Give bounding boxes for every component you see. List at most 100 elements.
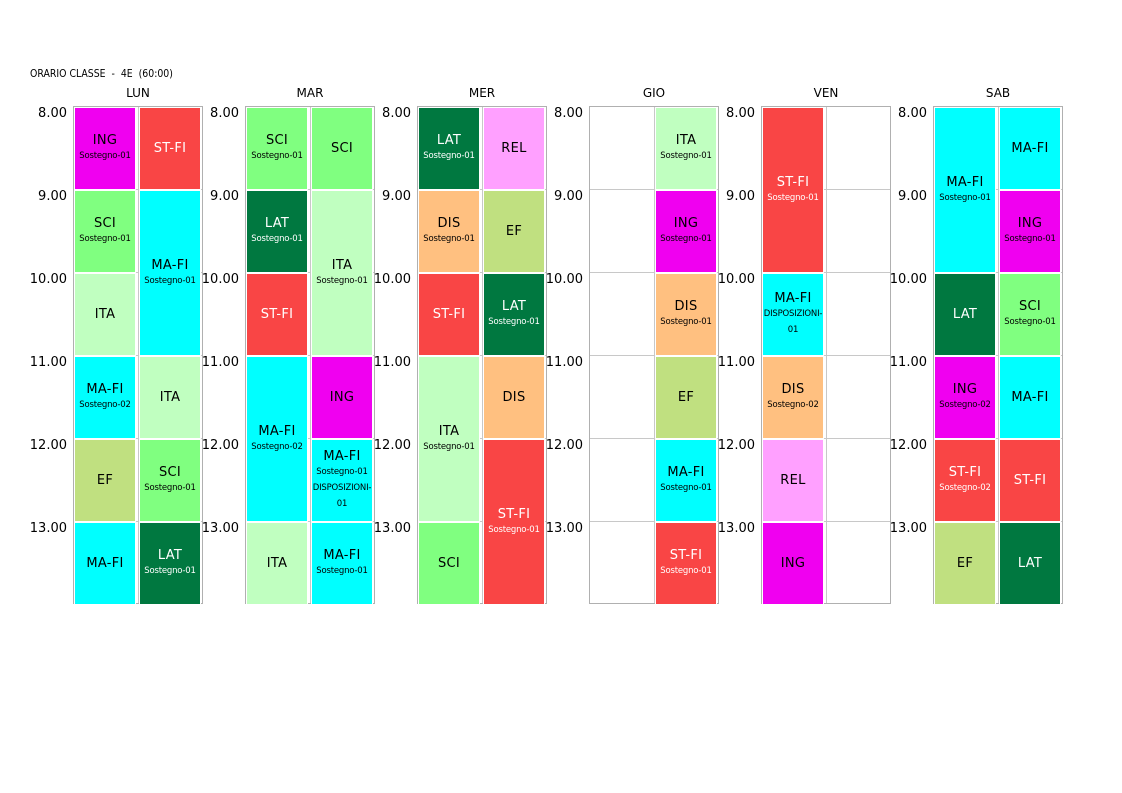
lesson-block[interactable]: SCI Sostegno-01 <box>999 273 1061 356</box>
lesson-subject: MA-FI <box>946 174 984 190</box>
lesson-subject: LAT <box>501 299 527 314</box>
time-label: 10.00 <box>373 272 411 287</box>
lesson-subject: MA-FI <box>151 257 189 273</box>
lesson-note: Sostegno-01 <box>660 151 712 161</box>
lesson-block[interactable]: DIS Sostegno-01 <box>655 273 717 356</box>
lesson-note: Sostegno-01 <box>144 566 196 576</box>
lesson-block[interactable]: MA-FI <box>74 522 136 605</box>
time-label: 9.00 <box>554 189 583 204</box>
lesson-block[interactable]: MA-FI Sostegno-01 <box>311 522 373 605</box>
time-label: 9.00 <box>210 189 239 204</box>
day-header: MER <box>468 86 496 100</box>
day-header: GIO <box>642 86 666 100</box>
lesson-block[interactable]: MA-FI DISPOSIZIONI-01 <box>762 273 824 356</box>
lesson-subject: EF <box>505 224 523 239</box>
time-label: 9.00 <box>38 189 67 204</box>
lesson-block[interactable]: SCI Sostegno-01 <box>139 439 201 522</box>
time-label: 9.00 <box>726 189 755 204</box>
lesson-block[interactable]: ITA Sostegno-01 <box>311 190 373 356</box>
lesson-note: Sostegno-01 <box>660 234 712 244</box>
lesson-subject: ST-FI <box>153 141 187 156</box>
lesson-subject: ITA <box>331 257 353 273</box>
time-label: 12.00 <box>373 438 411 453</box>
time-label: 11.00 <box>717 355 755 370</box>
time-label: 10.00 <box>545 272 583 287</box>
lesson-subject: ST-FI <box>669 548 703 563</box>
lesson-block[interactable]: ING Sostegno-01 <box>74 107 136 190</box>
lesson-block[interactable]: MA-FI <box>999 356 1061 439</box>
lesson-block[interactable]: ITA Sostegno-01 <box>418 356 480 522</box>
lesson-block[interactable]: ST-FI Sostegno-01 <box>655 522 717 605</box>
time-label: 9.00 <box>382 189 411 204</box>
lesson-block[interactable]: LAT <box>934 273 996 356</box>
lesson-block[interactable]: MA-FI <box>999 107 1061 190</box>
lesson-subject: REL <box>780 473 806 488</box>
lesson-block[interactable]: ST-FI Sostegno-01 <box>483 439 545 605</box>
lesson-subject: SCI <box>437 556 461 571</box>
lesson-block[interactable]: LAT Sostegno-01 <box>246 190 308 273</box>
lesson-block[interactable]: ING Sostegno-02 <box>934 356 996 439</box>
time-label: 8.00 <box>898 106 927 121</box>
lesson-subject: ING <box>952 382 978 397</box>
lesson-block[interactable]: REL <box>762 439 824 522</box>
lesson-note: Sostegno-01 <box>1004 234 1056 244</box>
lesson-note: Sostegno-01 <box>1004 317 1056 327</box>
lesson-block[interactable]: LAT Sostegno-01 <box>483 273 545 356</box>
column-divider <box>482 107 483 603</box>
lesson-subject: EF <box>96 473 114 488</box>
lesson-block[interactable]: REL <box>483 107 545 190</box>
lesson-note: Sostegno-01 <box>316 467 368 477</box>
lesson-block[interactable]: EF <box>934 522 996 605</box>
time-label: 10.00 <box>29 272 67 287</box>
lesson-block[interactable]: LAT Sostegno-01 <box>418 107 480 190</box>
lesson-block[interactable]: MA-FI Sostegno-02 <box>246 356 308 522</box>
lesson-note: Sostegno-01 <box>79 234 131 244</box>
day-header: SAB <box>985 86 1011 100</box>
lesson-block[interactable]: DIS Sostegno-01 <box>418 190 480 273</box>
lesson-block[interactable]: DIS <box>483 356 545 439</box>
lesson-block[interactable]: EF <box>483 190 545 273</box>
lesson-subject: ING <box>1017 216 1043 231</box>
lesson-block[interactable]: EF <box>655 356 717 439</box>
lesson-block[interactable]: ST-FI <box>999 439 1061 522</box>
lesson-block[interactable]: MA-FI Sostegno-02 <box>74 356 136 439</box>
lesson-block[interactable]: EF <box>74 439 136 522</box>
lesson-block[interactable]: MA-FI Sostegno-01 <box>139 190 201 356</box>
lesson-block[interactable]: ST-FI Sostegno-02 <box>934 439 996 522</box>
lesson-block[interactable]: DIS Sostegno-02 <box>762 356 824 439</box>
time-label: 13.00 <box>889 521 927 536</box>
lesson-subject: SCI <box>330 141 354 156</box>
lesson-block[interactable]: SCI <box>311 107 373 190</box>
lesson-block[interactable]: ITA <box>246 522 308 605</box>
lesson-subject: LAT <box>952 307 978 322</box>
lesson-block[interactable]: ST-FI Sostegno-01 <box>762 107 824 273</box>
lesson-block[interactable]: LAT <box>999 522 1061 605</box>
lesson-subject: DIS <box>674 299 698 314</box>
time-label: 11.00 <box>29 355 67 370</box>
lesson-block[interactable]: ST-FI <box>139 107 201 190</box>
lesson-subject: MA-FI <box>667 465 705 480</box>
lesson-block[interactable]: ING <box>311 356 373 439</box>
lesson-block[interactable]: ST-FI <box>418 273 480 356</box>
lesson-block[interactable]: ING Sostegno-01 <box>655 190 717 273</box>
lesson-block[interactable]: LAT Sostegno-01 <box>139 522 201 605</box>
lesson-block[interactable]: ING <box>762 522 824 605</box>
lesson-note: Sostegno-01 <box>251 234 303 244</box>
lesson-block[interactable]: SCI <box>418 522 480 605</box>
lesson-note: Sostegno-01 <box>144 483 196 493</box>
lesson-block[interactable]: ST-FI <box>246 273 308 356</box>
lesson-block[interactable]: SCI Sostegno-01 <box>74 190 136 273</box>
day-grid: MA-FI Sostegno-01 MA-FI ING Sostegno-01 LAT SC… <box>933 106 1063 605</box>
lesson-block[interactable]: MA-FI Sostegno-01 DISPOSIZIONI-01 <box>311 439 373 522</box>
lesson-block[interactable]: ITA <box>74 273 136 356</box>
lesson-block[interactable]: ITA Sostegno-01 <box>655 107 717 190</box>
lesson-subject: DIS <box>437 216 461 231</box>
lesson-block[interactable]: ITA <box>139 356 201 439</box>
lesson-block[interactable]: MA-FI Sostegno-01 <box>655 439 717 522</box>
lesson-subject: ST-FI <box>497 506 531 522</box>
lesson-block[interactable]: ING Sostegno-01 <box>999 190 1061 273</box>
lesson-block[interactable]: MA-FI Sostegno-01 <box>934 107 996 273</box>
lesson-subject: ST-FI <box>948 465 982 480</box>
lesson-subject: EF <box>677 390 695 405</box>
lesson-block[interactable]: SCI Sostegno-01 <box>246 107 308 190</box>
